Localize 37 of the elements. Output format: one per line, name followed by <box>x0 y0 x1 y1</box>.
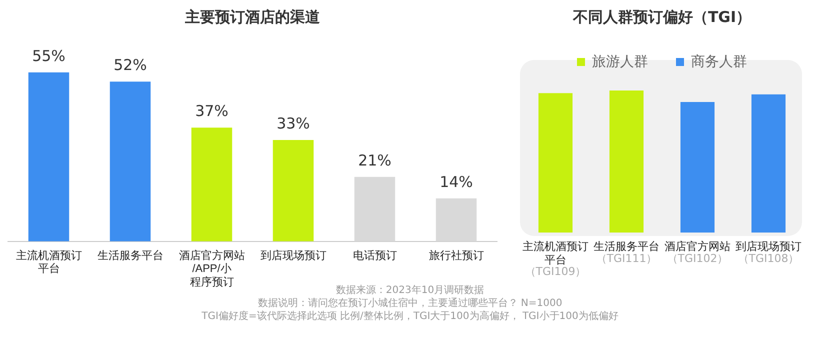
data-label: （TGI102） <box>666 252 728 265</box>
x-tick-label: 到店现场预订 <box>260 249 326 262</box>
data-label: （TGI111） <box>596 252 658 265</box>
text: TGI偏好度=该代际选择此选项 比例/整体比例，TGI大于100为高偏好， TGI小于100为低偏好 <box>200 310 620 323</box>
x-tick-label: 到店现场预订 <box>736 240 802 254</box>
bar <box>609 90 644 233</box>
data-label: 21% <box>358 151 392 170</box>
x-tick-label: 旅行社预订 <box>428 249 484 262</box>
bar <box>680 102 715 233</box>
data-label: 33% <box>276 114 310 132</box>
source-note: 数据来源：2023年10月调研数据 <box>336 285 484 296</box>
bar <box>272 140 314 242</box>
bar <box>436 198 477 242</box>
bar <box>110 82 151 242</box>
data-label: 37% <box>195 102 228 120</box>
legend-label: 商务人群 <box>691 52 747 69</box>
data-label: 52% <box>114 56 147 74</box>
bar <box>28 72 70 242</box>
data-label: 55% <box>32 46 66 65</box>
text: 数据说明：请问您在预订小城住宿中，主要通过哪些平台？ N=1000 <box>256 297 564 310</box>
bar <box>354 176 396 242</box>
x-tick-label: 电话预订 <box>352 249 397 262</box>
chart-title: 主要预订酒店的渠道 <box>184 8 321 27</box>
x-tick-label: 酒店官方网站/APP/小程序预订 <box>178 249 245 288</box>
data-label: （TGI108） <box>738 252 800 265</box>
data-label: 14% <box>440 172 473 191</box>
x-tick-label: 酒店官方网站 <box>664 240 730 254</box>
bar <box>191 128 232 242</box>
bar <box>751 94 786 233</box>
chart-title: 不同人群预订偏好（TGI） <box>572 8 752 27</box>
data-label: （TGI109） <box>524 264 586 278</box>
x-tick-label: 生活服务平台 <box>97 249 164 262</box>
x-tick-label: 生活服务平台 <box>594 240 660 254</box>
x-tick-label: 主流机酒预订平台 <box>522 240 588 266</box>
x-tick-label: 主流机酒预订平台 <box>16 249 82 276</box>
bar <box>538 93 573 233</box>
legend-label: 旅游人群 <box>592 52 648 69</box>
